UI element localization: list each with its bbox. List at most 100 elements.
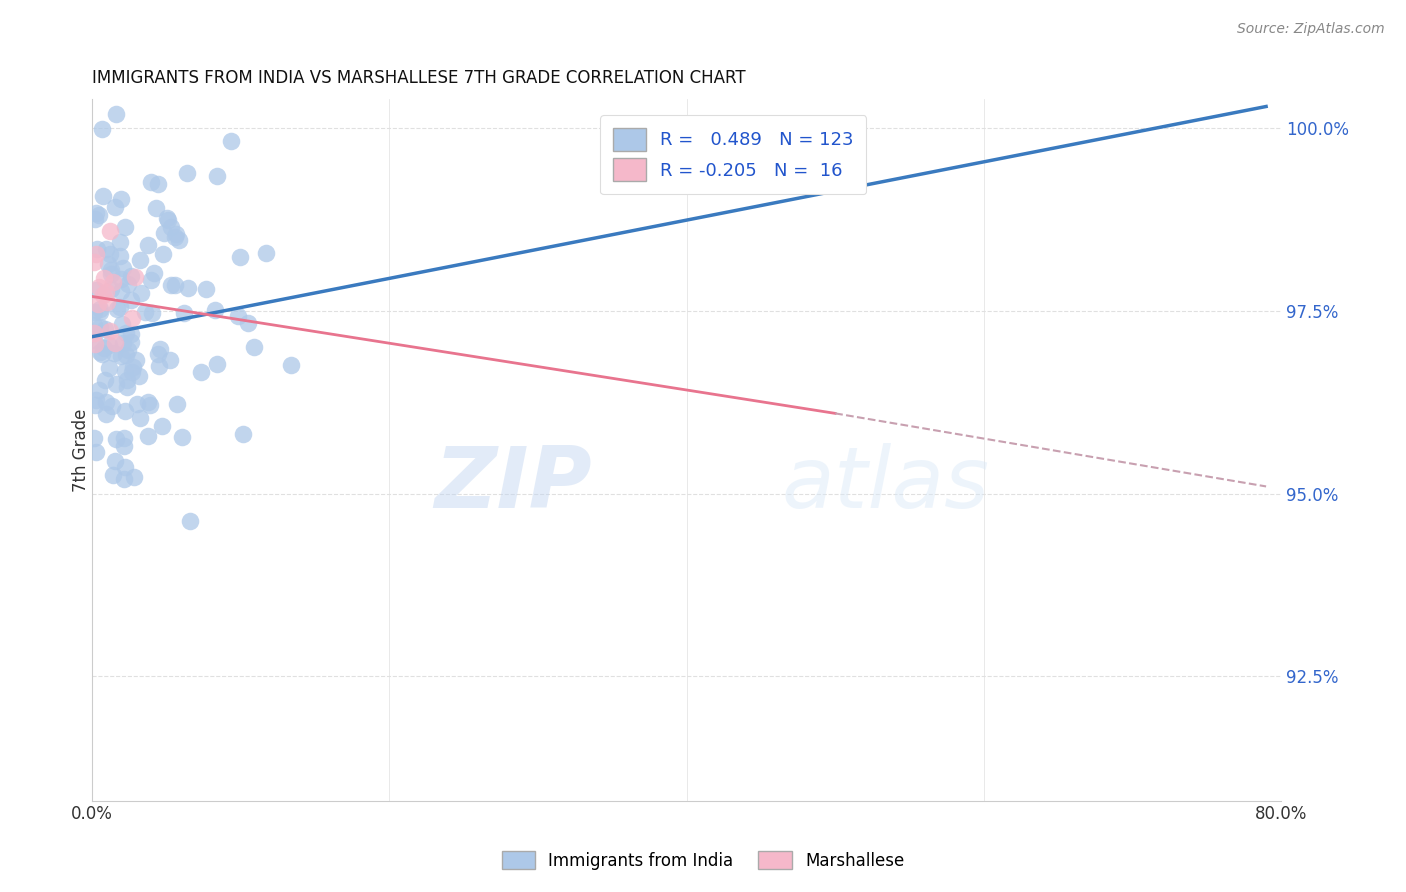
Point [114,460,136,475]
Point [89,208,111,222]
Point [159,353,181,368]
Point [114,326,136,340]
Point [83,255,105,269]
Point [170,430,193,444]
Text: atlas: atlas [782,443,990,526]
Point [110,285,132,299]
Point [117,277,139,292]
Point [120,327,142,342]
Point [96,295,118,310]
Point [84,336,107,351]
Point [280,359,302,373]
Point [94,395,117,409]
Text: ZIP: ZIP [434,443,592,526]
Point [101,468,124,483]
Point [165,277,187,292]
Point [89,345,111,359]
Point [108,235,131,249]
Point [160,278,183,293]
Point [86,247,108,261]
Point [173,306,195,320]
Point [120,293,142,307]
Point [84,399,107,413]
Point [87,296,110,310]
Point [136,394,159,409]
Point [143,266,166,280]
Legend: Immigrants from India, Marshallese: Immigrants from India, Marshallese [495,845,911,877]
Point [114,220,136,235]
Point [98,247,121,261]
Point [226,309,249,323]
Point [148,359,170,374]
Point [110,349,132,363]
Point [112,336,135,351]
Point [145,202,167,216]
Point [121,359,143,374]
Point [111,318,134,332]
Point [100,263,122,277]
Point [165,227,187,242]
Point [120,335,142,350]
Point [101,276,124,290]
Point [84,283,107,297]
Point [89,384,111,398]
Point [169,233,191,247]
Point [83,326,105,340]
Point [115,348,138,362]
Point [236,317,259,331]
Point [104,107,127,121]
Point [105,377,128,392]
Point [104,454,127,468]
Point [166,397,188,411]
Point [243,340,266,354]
Point [84,445,107,459]
Point [110,272,132,286]
Point [138,398,160,412]
Point [163,230,186,244]
Point [114,363,136,377]
Point [120,268,142,283]
Point [84,212,107,227]
Point [103,346,125,360]
Point [83,304,105,318]
Point [117,343,139,357]
Point [83,318,105,332]
Point [115,380,138,394]
Point [129,286,152,301]
Point [94,243,117,257]
Point [232,427,254,442]
Point [204,303,226,318]
Point [134,305,156,319]
Text: IMMIGRANTS FROM INDIA VS MARSHALLESE 7TH GRADE CORRELATION CHART: IMMIGRANTS FROM INDIA VS MARSHALLESE 7TH… [93,69,745,87]
Point [98,338,121,352]
Point [86,242,108,256]
Point [114,404,136,418]
Point [100,282,122,296]
Point [83,333,105,347]
Point [89,320,111,334]
Point [136,238,159,252]
Point [229,251,252,265]
Point [148,347,170,361]
Point [194,282,217,296]
Point [89,280,111,294]
Point [94,285,117,299]
Point [100,267,122,281]
Point [108,249,131,263]
Point [90,121,112,136]
Point [256,246,278,260]
Point [104,336,127,351]
Point [97,257,120,271]
Point [104,200,127,214]
Point [159,219,181,234]
Point [93,373,115,387]
Point [90,347,112,361]
Point [121,310,143,325]
Point [141,306,163,320]
Point [141,272,163,286]
Point [177,281,200,295]
Point [110,192,132,206]
Point [179,514,201,528]
Point [136,429,159,443]
Point [94,407,117,421]
